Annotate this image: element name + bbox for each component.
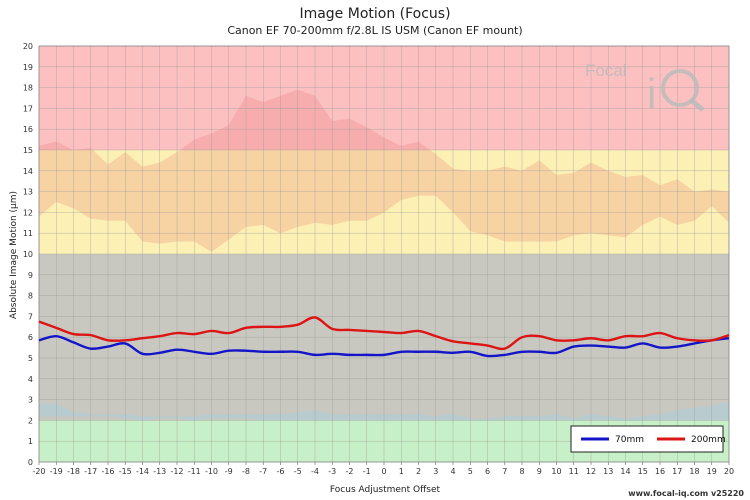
x-tick-label: -12: [170, 467, 183, 476]
x-tick-label: 5: [468, 467, 473, 476]
series-line-70mm: [38, 334, 730, 358]
y-tick-label: 10: [23, 250, 33, 259]
x-tick-label: 6: [485, 467, 490, 476]
x-tick-label: -9: [225, 467, 233, 476]
y-tick-label: 20: [23, 42, 33, 51]
y-tick-label: 16: [23, 125, 33, 134]
y-tick-label: 5: [28, 354, 33, 363]
x-tick-label: 4: [450, 467, 455, 476]
y-tick-label: 6: [28, 333, 33, 342]
x-tick-label: -16: [101, 467, 114, 476]
x-tick-label: 0: [381, 467, 386, 476]
x-tick-label: -1: [363, 467, 371, 476]
x-tick-label: 1: [399, 467, 404, 476]
x-tick-label: 17: [672, 467, 682, 476]
y-tick-label: 15: [23, 146, 33, 155]
x-tick-label: 12: [586, 467, 596, 476]
y-tick-label: 14: [23, 167, 33, 176]
y-tick-label: 7: [28, 312, 33, 321]
x-tick-label: -15: [119, 467, 132, 476]
series-line-200mm: [38, 316, 730, 351]
x-tick-label: -20: [32, 467, 45, 476]
y-tick-label: 0: [28, 458, 33, 467]
x-tick-label: -17: [84, 467, 97, 476]
y-tick-label: 19: [23, 63, 33, 72]
x-tick-label: -18: [67, 467, 80, 476]
x-tick-label: 14: [620, 467, 630, 476]
x-tick-label: 11: [569, 467, 579, 476]
logo-text-big: i: [647, 70, 656, 114]
legend-label-200mm: 200mm: [691, 435, 726, 445]
chart-title: Image Motion (Focus): [299, 6, 451, 22]
x-tick-label: 19: [707, 467, 717, 476]
y-tick-label: 3: [28, 396, 33, 405]
x-tick-label: 20: [724, 467, 734, 476]
x-tick-label: 7: [502, 467, 507, 476]
y-tick-label: 4: [28, 375, 33, 384]
y-tick-label: 18: [23, 84, 33, 93]
x-tick-label: -19: [50, 467, 63, 476]
x-tick-label: -8: [242, 467, 250, 476]
y-tick-label: 1: [28, 437, 33, 446]
x-tick-label: -5: [294, 467, 302, 476]
x-tick-label: -3: [328, 467, 336, 476]
x-axis-label: Focus Adjustment Offset: [329, 485, 441, 495]
x-tick-label: 13: [603, 467, 613, 476]
x-tick-label: 10: [551, 467, 561, 476]
x-tick-label: 9: [537, 467, 542, 476]
x-tick-label: -6: [277, 467, 285, 476]
y-tick-label: 9: [28, 271, 33, 280]
x-tick-label: 16: [655, 467, 665, 476]
footer-url: www.focal-iq.com v25220: [628, 489, 744, 498]
focal-iq-logo: Focal i: [585, 58, 715, 117]
y-tick-label: 13: [23, 188, 33, 197]
x-tick-label: -2: [346, 467, 354, 476]
y-tick-label: 2: [28, 416, 33, 425]
y-tick-label: 12: [23, 208, 33, 217]
x-tick-label: 18: [689, 467, 699, 476]
x-tick-label: -4: [311, 467, 319, 476]
x-tick-label: 8: [519, 467, 524, 476]
y-tick-label: 17: [23, 104, 33, 113]
legend-label-70mm: 70mm: [615, 435, 644, 445]
x-tick-label: -14: [136, 467, 149, 476]
logo-text-small: Focal: [585, 61, 627, 80]
x-tick-label: -13: [153, 467, 166, 476]
x-tick-label: -11: [188, 467, 201, 476]
x-tick-label: 15: [638, 467, 648, 476]
x-tick-label: 3: [433, 467, 438, 476]
y-tick-label: 11: [23, 229, 33, 238]
chart-subtitle: Canon EF 70-200mm f/2.8L IS USM (Canon E…: [227, 24, 523, 37]
x-tick-label: 2: [416, 467, 421, 476]
x-tick-label: -7: [259, 467, 267, 476]
y-tick-label: 8: [28, 292, 33, 301]
x-tick-label: -10: [205, 467, 218, 476]
